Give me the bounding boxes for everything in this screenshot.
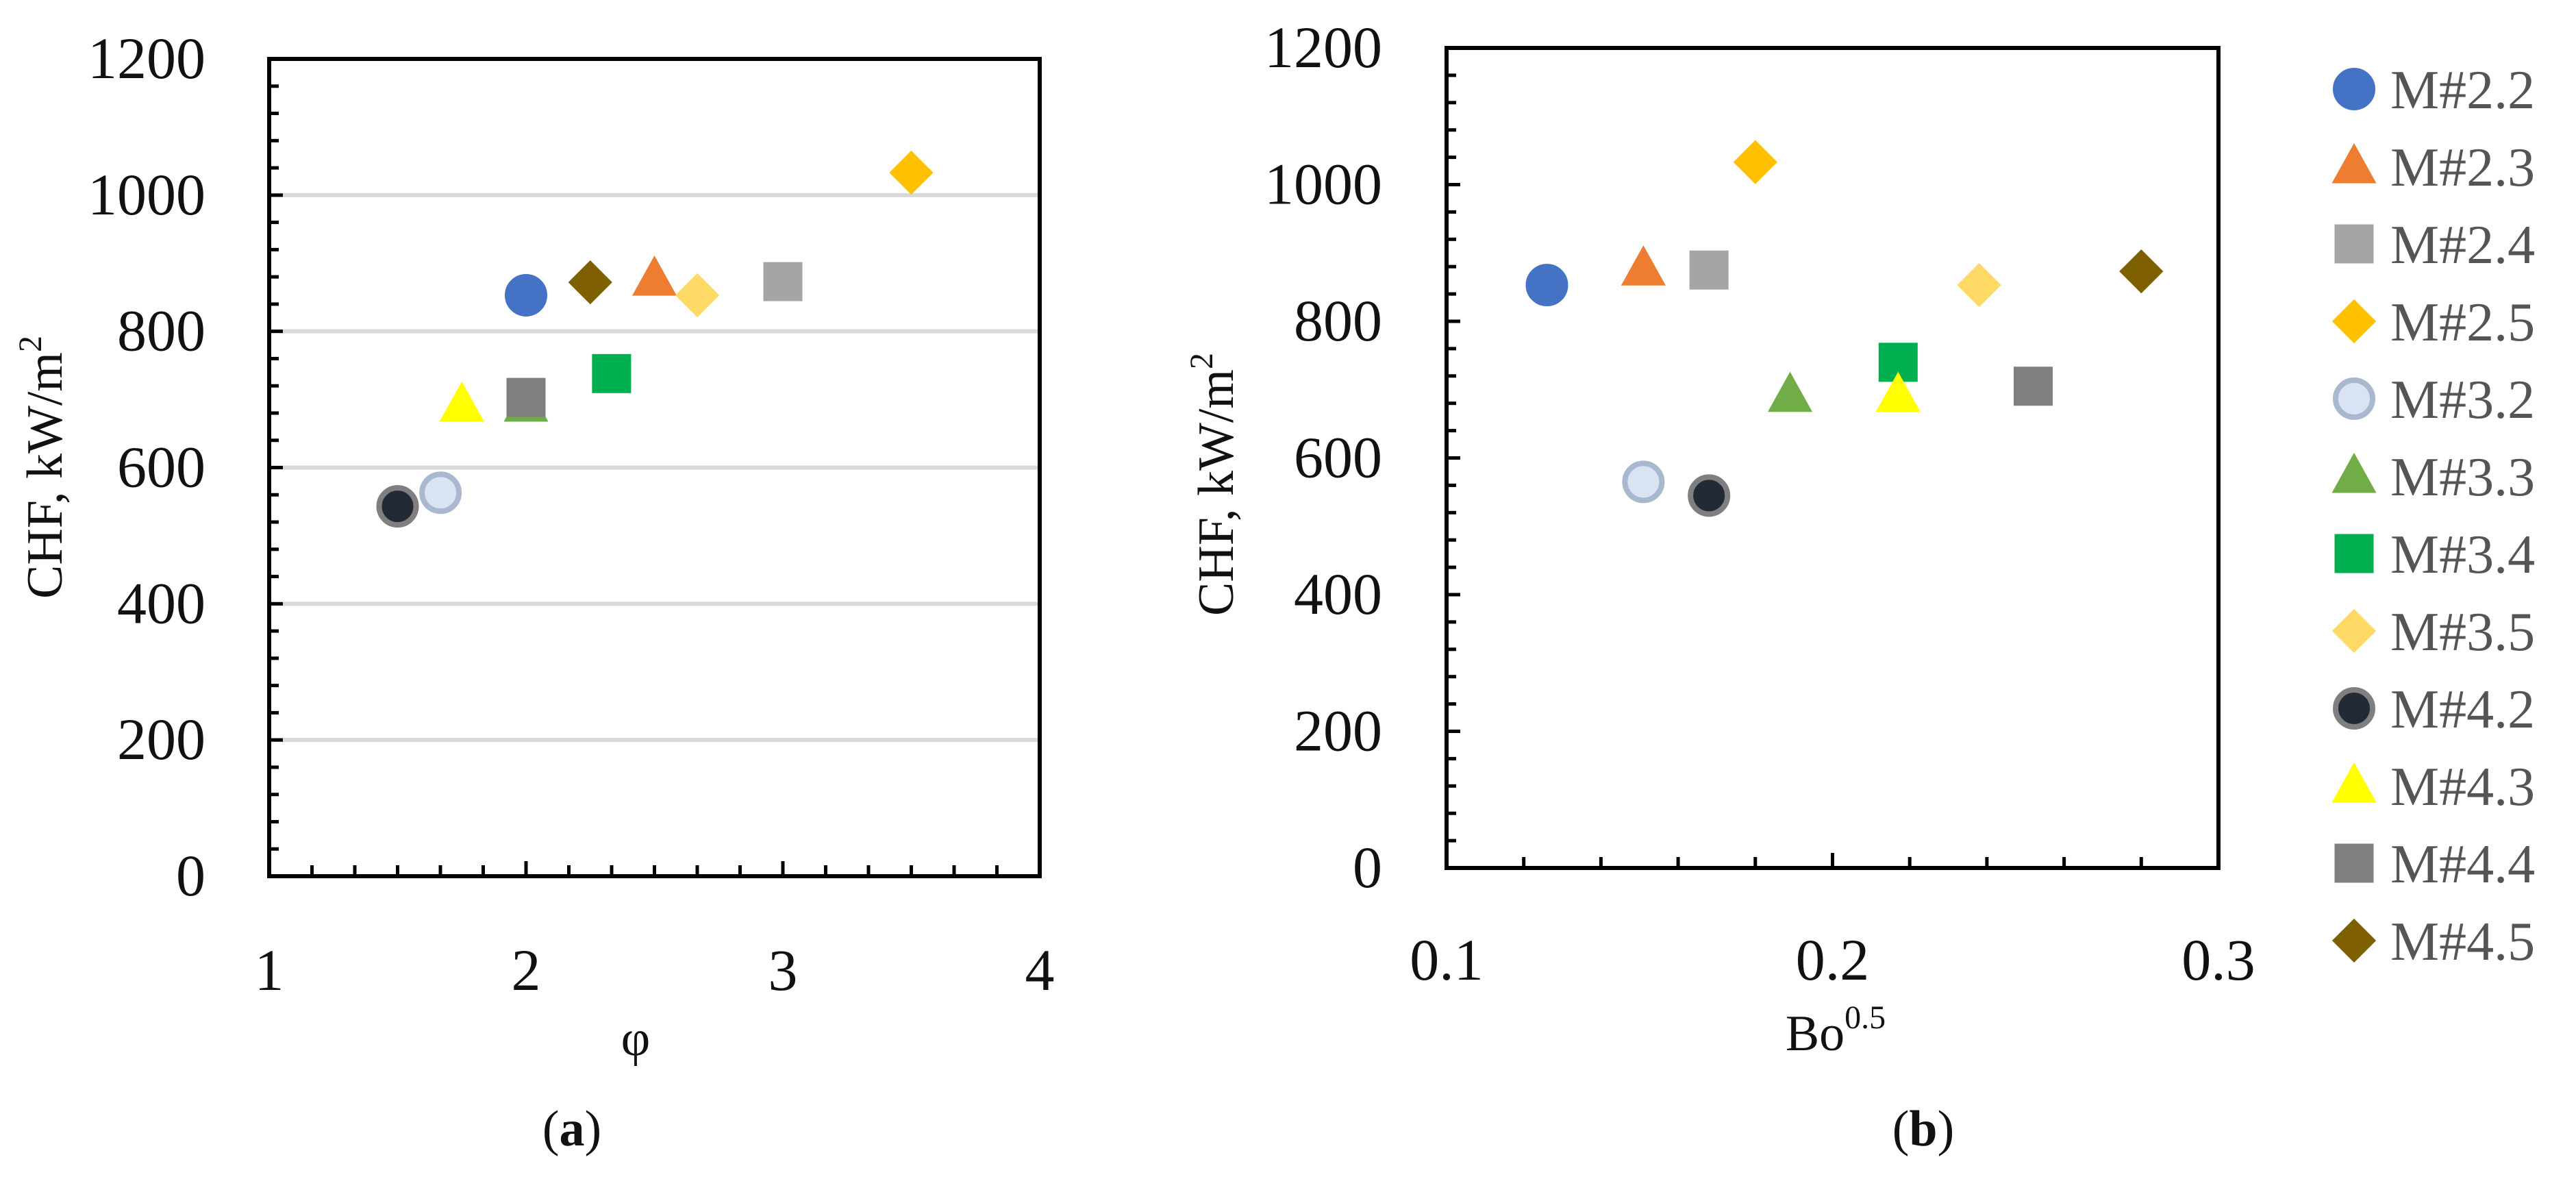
data-point-M2-4 — [1689, 250, 1729, 290]
legend-label: M#4.3 — [2390, 757, 2535, 817]
axis-ticks-b — [1445, 46, 2221, 870]
data-point-M3-2 — [1622, 460, 1665, 504]
caption-b-close: ) — [1938, 1101, 1955, 1157]
y-tick-label: 400 — [1294, 561, 1382, 627]
legend-marker-M3-3 — [2331, 452, 2377, 493]
x-tick-label: 0.2 — [1796, 927, 1870, 993]
x-tick-label: 4 — [1025, 937, 1055, 1003]
legend-marker-M2-5 — [2331, 299, 2377, 344]
data-point-M2-2 — [505, 273, 547, 317]
legend-label: M#3.4 — [2390, 525, 2535, 585]
legend-marker-M4-3 — [2331, 762, 2377, 803]
y-tick-label: 0 — [1353, 834, 1382, 900]
data-point-M2-5 — [889, 150, 934, 195]
data-point-M3-4 — [592, 353, 632, 393]
legend-label: M#3.5 — [2390, 602, 2535, 662]
y-tick-labels-b: 0 200 400 600 800 1000 1200 — [1264, 14, 1382, 900]
caption-a-open: ( — [542, 1101, 560, 1157]
x-tick-label: 2 — [512, 937, 541, 1003]
y-axis-title-b-superscript: 2 — [1184, 353, 1220, 369]
legend-label: M#2.2 — [2390, 60, 2535, 121]
y-tick-label: 1000 — [1264, 151, 1382, 217]
gridlines-a — [269, 193, 1040, 743]
x-axis-title-a: φ — [621, 1010, 651, 1067]
data-point-M2-2 — [1525, 264, 1568, 307]
data-point-M2-3 — [632, 256, 677, 296]
y-tick-label: 600 — [1294, 425, 1382, 491]
data-point-M4-2 — [376, 485, 419, 528]
data-points-a — [376, 150, 934, 528]
y-tick-label: 600 — [117, 434, 205, 500]
x-tick-labels-a: 1 2 3 4 — [255, 937, 1055, 1003]
caption-b-letter: b — [1909, 1101, 1937, 1157]
x-tick-labels-b: 0.1 0.2 0.3 — [1410, 927, 2255, 993]
legend-label: M#3.3 — [2390, 447, 2535, 508]
y-axis-title-a: CHF, kW/m2 — [12, 336, 73, 599]
legend-marker-M2-4 — [2334, 224, 2374, 264]
legend-label: M#2.3 — [2390, 138, 2535, 198]
panel-caption-b: (b) — [1892, 1101, 1954, 1157]
legend-label: M#2.4 — [2390, 215, 2535, 275]
legend-marker-M3-5 — [2331, 608, 2377, 654]
caption-b-open: ( — [1892, 1101, 1910, 1157]
legend-marker-M3-4 — [2334, 534, 2374, 573]
legend: M#2.2 M#2.3 M#2.4 M#2.5 M#3.2 M#3.3 M#3.4 M#3.5… — [2331, 60, 2535, 972]
data-point-M4-5 — [2119, 249, 2164, 294]
y-tick-label: 1200 — [88, 25, 205, 91]
data-point-M2-5 — [1733, 140, 1777, 184]
data-point-M4-5 — [568, 260, 612, 305]
data-point-M4-4 — [506, 377, 546, 417]
data-point-M3-5 — [1957, 263, 2001, 308]
y-axis-title-b: CHF, kW/m2 — [1184, 353, 1245, 616]
x-tick-label: 0.3 — [2181, 927, 2255, 993]
data-point-M4-2 — [1688, 474, 1731, 517]
data-point-M3-5 — [675, 273, 720, 318]
data-point-M3-3 — [1767, 371, 1813, 412]
y-axis-title-b-text: CHF, kW/m — [1188, 369, 1245, 616]
legend-label: M#4.2 — [2390, 680, 2535, 740]
legend-marker-M3-2 — [2333, 377, 2375, 420]
legend-label: M#3.2 — [2390, 370, 2535, 430]
y-tick-label: 200 — [117, 706, 205, 772]
y-tick-labels-a: 0 200 400 600 800 1000 1200 — [88, 25, 205, 908]
x-axis-title-b: Bo0.5 — [1786, 1000, 1886, 1062]
y-tick-label: 0 — [176, 843, 205, 908]
legend-label: M#2.5 — [2390, 293, 2535, 353]
chart-panel-b: 0 200 400 600 800 1000 1200 0.1 0.2 0.3 CHF, kW/… — [1184, 14, 2255, 1157]
data-point-M2-3 — [1621, 245, 1666, 286]
y-axis-title-a-superscript: 2 — [12, 336, 49, 352]
plot-frame-b — [1445, 46, 2221, 870]
plot-frame-a — [267, 57, 1042, 878]
data-point-M4-4 — [2014, 367, 2053, 406]
y-tick-label: 800 — [1294, 288, 1382, 353]
y-axis-title-a-text: CHF, kW/m — [17, 352, 73, 599]
legend-label: M#4.5 — [2390, 912, 2535, 972]
x-tick-label: 1 — [255, 937, 284, 1003]
y-tick-label: 800 — [117, 298, 205, 364]
x-axis-title-b-text: Bo — [1786, 1006, 1845, 1062]
legend-marker-M4-2 — [2333, 687, 2375, 730]
data-point-M2-4 — [763, 262, 803, 301]
x-tick-label: 3 — [768, 937, 798, 1003]
y-tick-label: 400 — [117, 570, 205, 636]
legend-marker-M4-5 — [2331, 918, 2377, 963]
legend-label: M#4.4 — [2390, 834, 2535, 895]
data-point-M4-3 — [439, 381, 484, 422]
caption-a-close: ) — [585, 1101, 602, 1157]
data-point-M4-3 — [1875, 371, 1921, 412]
legend-marker-M2-3 — [2331, 142, 2377, 184]
x-axis-title-b-superscript: 0.5 — [1845, 1000, 1886, 1036]
legend-marker-M4-4 — [2334, 843, 2374, 883]
y-tick-label: 1000 — [88, 162, 205, 227]
data-point-M3-2 — [419, 471, 462, 514]
y-tick-label: 200 — [1294, 698, 1382, 764]
data-points-b — [1525, 140, 2164, 517]
x-tick-label: 0.1 — [1410, 927, 1484, 993]
caption-a-letter: a — [560, 1101, 585, 1157]
panel-caption-a: (a) — [542, 1101, 601, 1157]
y-tick-label: 1200 — [1264, 14, 1382, 80]
legend-marker-M2-2 — [2333, 68, 2375, 110]
